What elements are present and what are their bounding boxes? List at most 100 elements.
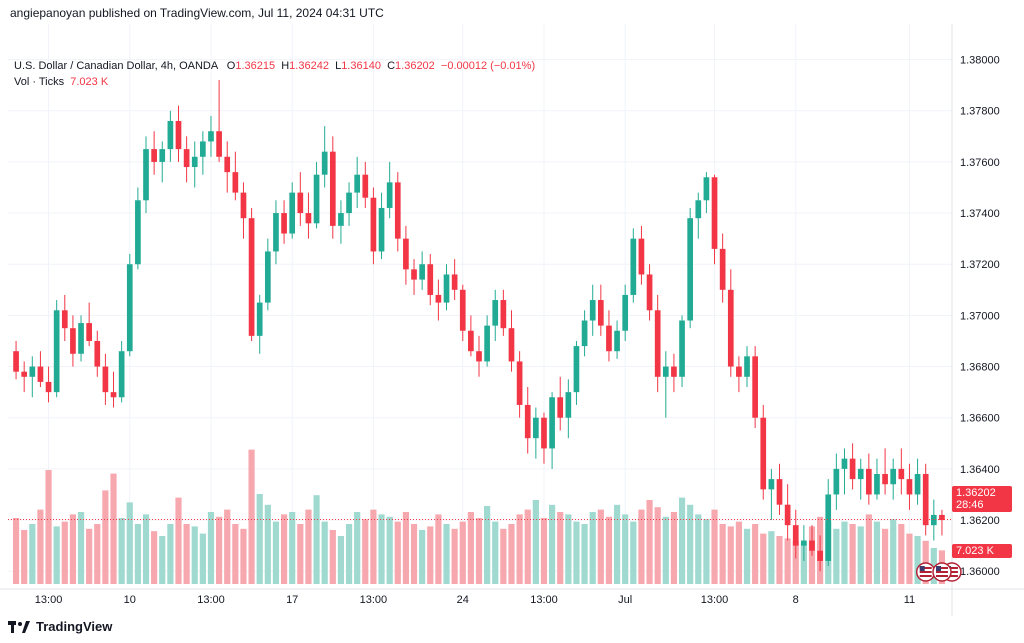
candle-body: [329, 151, 336, 226]
candle-body: [557, 397, 564, 418]
candle-body: [273, 213, 279, 252]
chart-area[interactable]: 1.38000 1.37800 1.37600 1.37400 1.37200 1.370…: [0, 24, 1024, 616]
price-axis-label: 1.37200: [960, 259, 1000, 271]
volume-bar: [565, 514, 572, 584]
price-axis-label: 1.38000: [960, 55, 1000, 67]
candle-body: [890, 468, 897, 485]
footer-brand[interactable]: TradingView: [8, 619, 112, 634]
candle-body: [159, 149, 166, 162]
candle-body: [825, 494, 832, 561]
volume-bar: [37, 509, 44, 584]
change-value: −0.00012 (−0.01%): [440, 60, 536, 72]
volume-bar: [467, 512, 474, 584]
candle-body: [321, 151, 328, 175]
volume-bar: [760, 533, 767, 584]
volume-bar: [378, 514, 385, 584]
volume-badge: 7.023 K: [952, 544, 1012, 558]
candle-body: [354, 174, 361, 193]
volume-bar: [613, 504, 621, 584]
volume-bar: [248, 449, 255, 584]
candle-body: [857, 468, 864, 480]
candle-body: [492, 300, 499, 326]
volume-bar: [508, 524, 515, 584]
candle-body: [37, 366, 44, 382]
volume-bar: [297, 524, 304, 584]
price-axis-label: 1.36400: [960, 464, 1000, 476]
volume-bar: [443, 524, 450, 584]
candlestick-chart[interactable]: 1.38000 1.37800 1.37600 1.37400 1.37200 1.370…: [0, 24, 1024, 616]
volume-bar: [77, 512, 85, 584]
open-label: O: [226, 60, 236, 72]
candle-body: [427, 264, 434, 295]
volume-bar: [12, 518, 20, 584]
candle-body: [102, 366, 109, 393]
volume-bar: [402, 512, 409, 584]
candle-body: [801, 540, 807, 546]
volume-bar: [475, 518, 483, 584]
candle-body: [13, 351, 19, 372]
volume-bar: [126, 502, 133, 584]
volume-bar: [849, 524, 856, 584]
candle-body: [638, 238, 645, 275]
time-axis-label: 10: [124, 594, 136, 606]
last-price-value: 1.36202: [956, 487, 996, 499]
candle-body: [744, 356, 750, 377]
time-axis-label: 13:00: [197, 594, 225, 606]
candle-body: [809, 540, 815, 551]
volume-bar: [21, 530, 28, 584]
candle-body: [866, 468, 872, 495]
candle-body: [752, 356, 758, 418]
candle-body: [646, 274, 653, 311]
candle-body: [719, 248, 726, 290]
volume-bar: [743, 528, 751, 584]
volume-indicator-value: 7.023 K: [70, 76, 109, 88]
volume-bar: [305, 509, 312, 584]
volume-bar: [321, 521, 328, 584]
candle-body: [792, 525, 799, 546]
candle-body: [151, 149, 157, 162]
candle-body: [297, 192, 304, 214]
volume-bar: [240, 528, 247, 584]
volume-bar: [646, 500, 653, 584]
candle-body: [565, 392, 572, 418]
volume-bar: [232, 524, 239, 584]
candle-body: [281, 213, 287, 234]
volume-bar: [776, 536, 783, 584]
candle-body: [224, 156, 231, 173]
time-axis-label: 13:00: [530, 594, 558, 606]
candle-body: [573, 346, 580, 393]
symbol-title[interactable]: U.S. Dollar / Canadian Dollar, 4h, OANDA: [14, 60, 218, 72]
volume-bar: [134, 524, 141, 584]
volume-bar: [670, 512, 678, 584]
countdown-timer: 28:46: [956, 499, 984, 511]
high-label: H: [281, 60, 290, 72]
volume-bar: [289, 512, 296, 584]
candle-body: [86, 323, 92, 341]
candle-body: [183, 149, 190, 168]
candle-body: [736, 366, 742, 377]
chart-legend: U.S. Dollar / Canadian Dollar, 4h, OANDA…: [14, 58, 535, 90]
candle-body: [167, 120, 174, 150]
volume-bar: [451, 528, 458, 584]
candle-body: [703, 177, 710, 201]
volume-indicator-label[interactable]: Vol · Ticks: [14, 76, 65, 88]
volume-bar: [110, 473, 117, 584]
volume-bar: [581, 524, 588, 584]
candle-body: [135, 200, 141, 265]
candle-body: [906, 479, 913, 495]
candle-body: [654, 310, 661, 377]
volume-bar: [792, 540, 799, 584]
candle-body: [459, 289, 466, 331]
last-price-badge: 1.36202 28:46: [952, 486, 1012, 512]
candle-body: [45, 381, 52, 393]
candle-body: [53, 310, 60, 393]
candle-body: [378, 207, 385, 252]
time-axis-label: 13:00: [701, 594, 729, 606]
candle-body: [589, 300, 596, 321]
candle-body: [208, 131, 214, 142]
volume-bar: [224, 509, 231, 584]
volume-bar: [833, 528, 840, 584]
candle-body: [313, 174, 320, 224]
low-label: L: [335, 60, 342, 72]
volume-bar: [272, 521, 280, 584]
